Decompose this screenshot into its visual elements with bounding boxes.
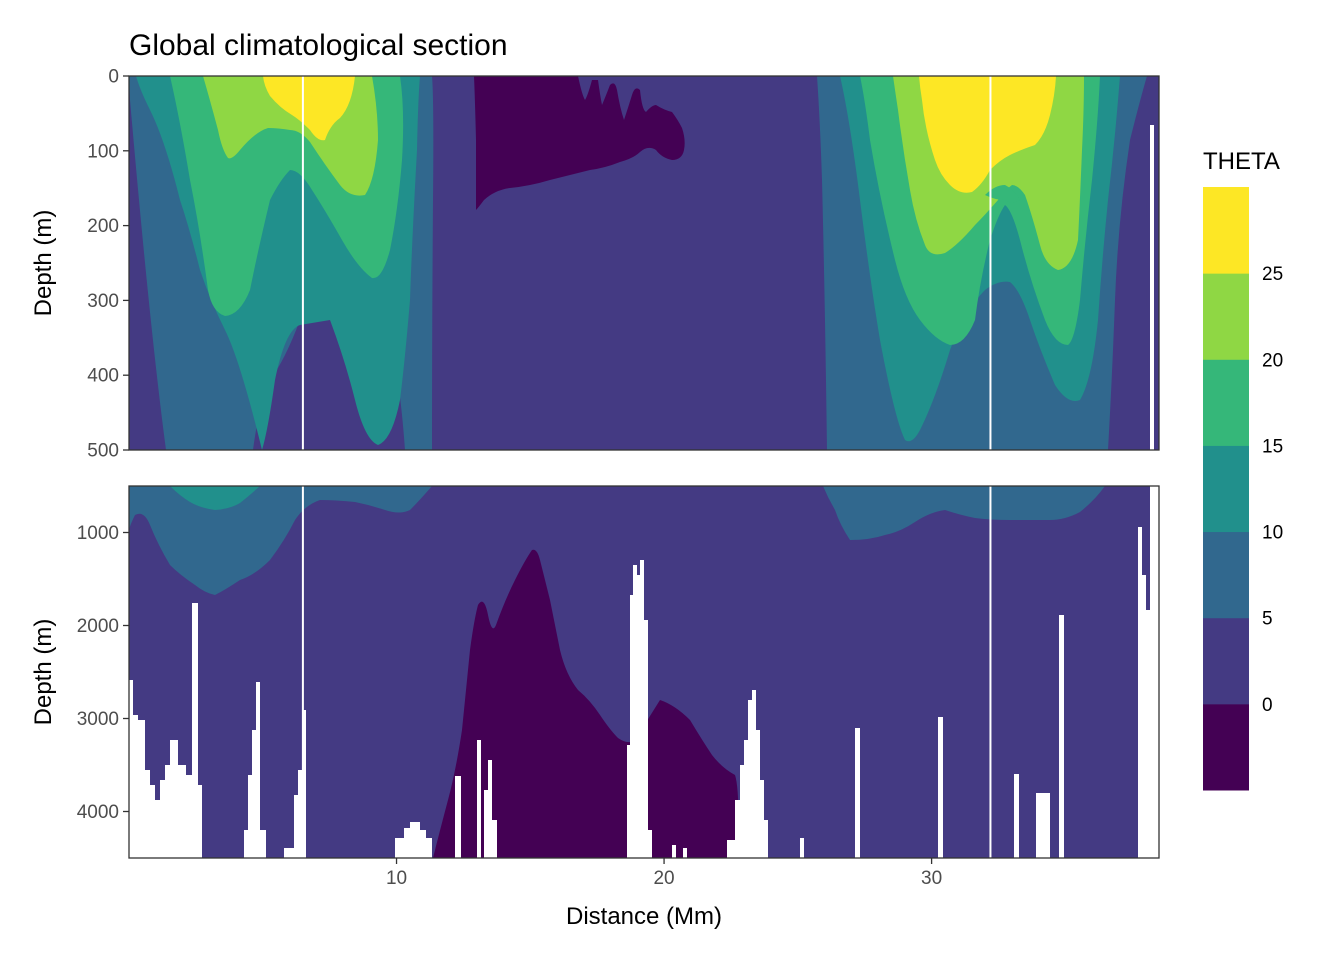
top-panel-border xyxy=(128,75,1160,451)
bathymetry-seamount-h xyxy=(727,690,768,858)
top-band-lt0 xyxy=(474,76,685,210)
legend: THETA 0 5 10 15 20 25 xyxy=(1203,148,1283,791)
bottom-y-axis: 1000 2000 3000 4000 xyxy=(77,523,129,823)
bottom-band-lt0 xyxy=(433,549,739,858)
legend-labels: 0 5 10 15 20 25 xyxy=(1262,264,1283,716)
top-panel: 0 100 200 300 400 500 Depth (m) xyxy=(30,67,1160,462)
top-vertical-lines xyxy=(301,76,992,450)
legend-bin xyxy=(1203,359,1249,446)
bathymetry-left xyxy=(129,603,202,858)
chart-title: Global climatological section xyxy=(129,29,508,62)
x-axis: 10 20 30 xyxy=(386,858,942,889)
top-filled-contours xyxy=(129,76,1159,450)
bottom-vertical-lines xyxy=(301,486,992,858)
y-tick-label: 300 xyxy=(87,291,119,312)
y-tick-label: 1000 xyxy=(77,523,119,544)
legend-break-label: 15 xyxy=(1262,436,1283,457)
y-tick-label: 400 xyxy=(87,366,119,387)
legend-bin xyxy=(1203,187,1249,274)
x-tick-label: 30 xyxy=(921,868,942,889)
legend-bin xyxy=(1203,617,1249,705)
legend-break-label: 10 xyxy=(1262,523,1283,544)
x-tick-label: 10 xyxy=(386,868,407,889)
legend-break-label: 20 xyxy=(1262,350,1283,371)
bottom-panel: 1000 2000 3000 4000 10 20 30 Depth (m) Distan… xyxy=(30,485,1160,930)
bathymetry-seamount-a xyxy=(244,682,266,858)
y-tick-label: 500 xyxy=(87,441,119,462)
bathymetry-spike-1 xyxy=(800,838,804,858)
bathymetry-spike-4 xyxy=(1014,774,1019,858)
bathymetry-spike-2 xyxy=(855,728,860,858)
y-tick-label: 3000 xyxy=(77,709,119,730)
bathymetry-spike-3 xyxy=(938,717,943,858)
bathymetry-seamount-d xyxy=(455,776,461,858)
bathymetry-seamount-e xyxy=(477,740,481,858)
legend-break-label: 0 xyxy=(1262,695,1273,716)
legend-break-label: 5 xyxy=(1262,609,1273,630)
bottom-y-axis-title: Depth (m) xyxy=(30,619,57,726)
top-right-edge-inner xyxy=(1154,125,1159,450)
y-tick-label: 4000 xyxy=(77,802,119,823)
top-right-band-gt25 xyxy=(919,76,1056,193)
legend-color-bar xyxy=(1203,187,1249,791)
top-y-axis: 0 100 200 300 400 500 xyxy=(87,67,129,462)
legend-bin xyxy=(1203,531,1249,619)
bathymetry-spike-6 xyxy=(1059,615,1064,858)
bathymetry-ridge xyxy=(627,560,652,858)
bottom-right-band-5-10 xyxy=(823,486,1105,540)
legend-bin xyxy=(1203,273,1249,360)
legend-bin xyxy=(1203,445,1249,533)
bathymetry-seamount-b xyxy=(284,710,306,858)
bathymetry-seamount-f xyxy=(484,760,497,858)
y-tick-label: 200 xyxy=(87,216,119,237)
y-tick-label: 2000 xyxy=(77,616,119,637)
y-tick-label: 100 xyxy=(87,141,119,162)
bathymetry-right-edge xyxy=(1138,486,1159,858)
y-tick-label: 0 xyxy=(108,67,119,88)
legend-title: THETA xyxy=(1203,148,1280,175)
legend-break-label: 25 xyxy=(1262,264,1283,285)
bathymetry-seamount-g xyxy=(672,845,687,858)
top-left-band-gt25 xyxy=(263,76,355,141)
bottom-left-band-5-10 xyxy=(129,486,432,595)
bathymetry-seamount-c xyxy=(395,822,432,858)
x-axis-title: Distance (Mm) xyxy=(566,903,722,930)
top-right-inner-band-15-20 xyxy=(985,185,1020,203)
bottom-panel-border xyxy=(128,485,1160,859)
legend-bin xyxy=(1203,703,1249,791)
bottom-filled-contours xyxy=(129,486,1159,858)
x-tick-label: 20 xyxy=(653,868,674,889)
bathymetry xyxy=(129,486,1159,858)
bathymetry-spike-5 xyxy=(1036,793,1050,858)
top-y-axis-title: Depth (m) xyxy=(30,210,57,317)
bottom-left-band-10-15 xyxy=(170,486,260,510)
